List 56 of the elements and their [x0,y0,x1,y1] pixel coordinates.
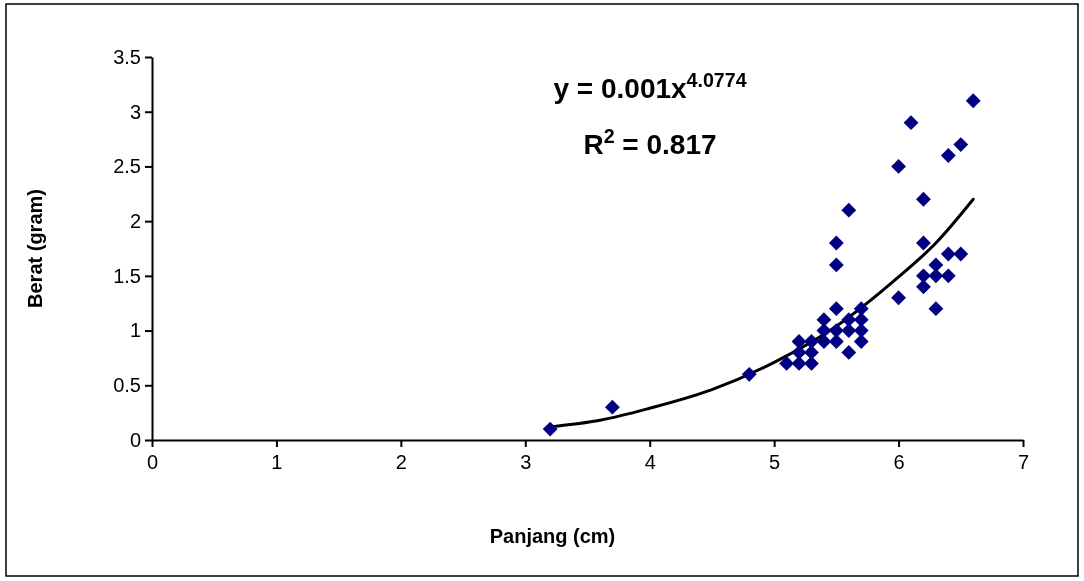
point [604,399,620,415]
point [828,301,844,317]
point [891,159,906,174]
point [953,137,969,152]
point [916,191,931,207]
point [804,334,819,349]
y-tick-label: 2 [129,210,141,233]
point [853,334,869,349]
point [928,301,944,317]
point [828,323,844,338]
point [853,312,869,328]
y-tick-label: 3 [129,100,141,123]
y-tick-label: 3.5 [113,45,141,68]
point [853,301,869,317]
point [853,323,869,338]
point [940,268,956,284]
y-tick-label: 1.5 [113,264,141,287]
point [542,421,558,437]
x-tick-label: 0 [146,451,159,474]
point [804,345,819,360]
x-tick-label: 7 [1017,451,1030,474]
x-axis-title: Panjang (cm) [489,525,616,547]
point [841,323,857,338]
annotation: y = 0.001x$^{4.0774}$ [553,69,747,104]
point [741,366,757,382]
point [916,268,931,284]
point [891,290,906,306]
point [903,115,919,131]
point [828,334,844,349]
x-tick-label: 2 [395,451,407,474]
x-tick-label: 1 [271,451,283,474]
point [953,246,969,262]
x-tick-label: 3 [520,451,532,474]
y-tick-label: 0.5 [113,374,141,397]
point [940,246,956,262]
x-tick-label: 6 [893,451,905,474]
point [928,257,944,273]
point [828,235,844,251]
point [841,345,857,360]
x-tick-label: 5 [769,451,781,474]
point [841,202,857,218]
point [940,148,956,163]
point [816,334,832,349]
y-tick-label: 2.5 [113,155,141,178]
annotation: R$^{2}$ = 0.817 [583,125,717,160]
point [779,355,794,371]
x-tick-label: 4 [644,451,656,474]
point [816,312,832,328]
y-axis-title: Berat (gram) [24,189,46,308]
point [916,279,931,295]
point [841,312,857,328]
point [804,355,819,371]
point [828,257,844,273]
point [965,93,981,109]
y-tick-label: 1 [129,319,141,342]
y-tick-label: 0 [129,428,141,451]
